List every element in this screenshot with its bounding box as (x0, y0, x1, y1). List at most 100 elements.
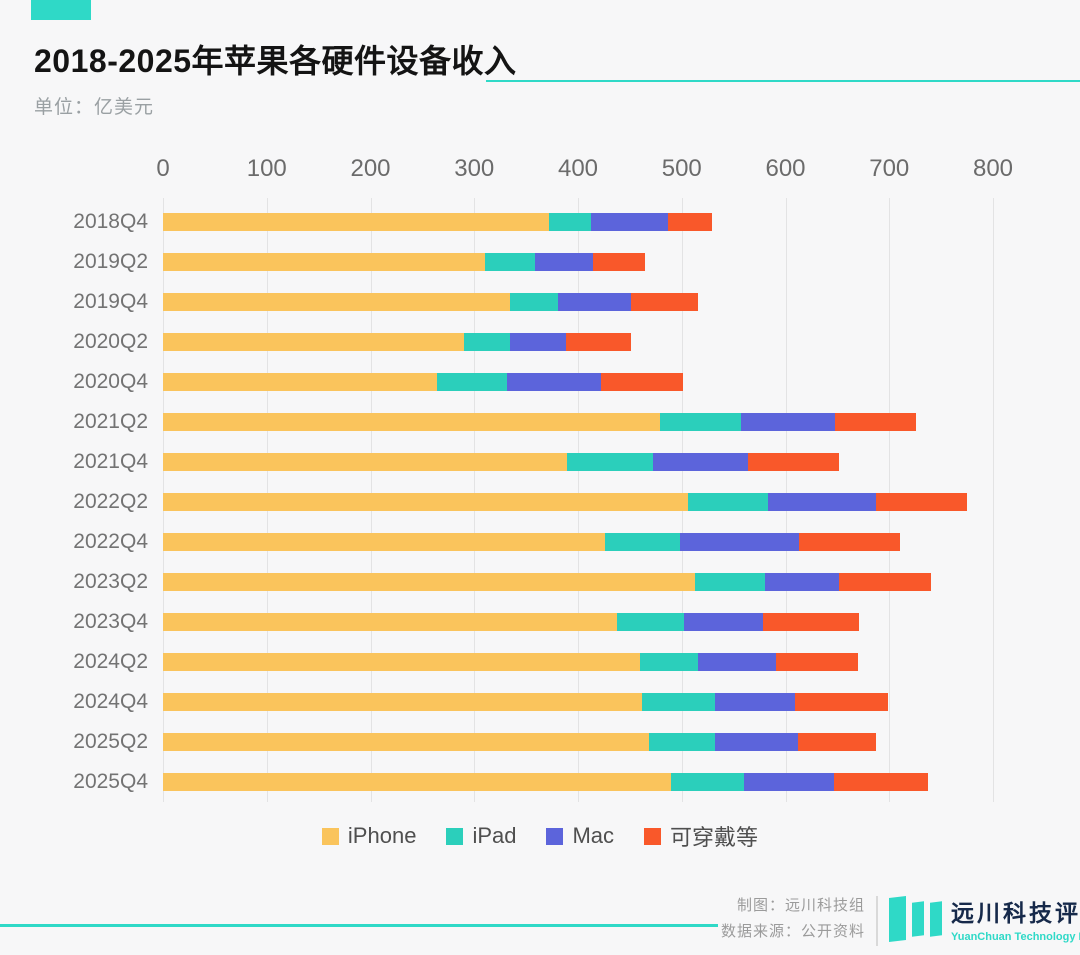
bar-row (163, 613, 860, 631)
category-label: 2025Q2 (73, 730, 148, 753)
bar-segment-可穿戴等 (875, 493, 968, 511)
footer-divider (876, 896, 878, 946)
bar-segment-可穿戴等 (794, 693, 889, 711)
legend-item-iphone: iPhone (321, 823, 417, 849)
bar-row (163, 773, 928, 791)
bar-row (163, 253, 646, 271)
category-label: 2023Q4 (73, 610, 148, 633)
bar-segment-iphone (163, 533, 605, 551)
bar-segment-ipad (642, 693, 715, 711)
category-label: 2019Q2 (73, 250, 148, 273)
bar-segment-ipad (640, 653, 699, 671)
category-label: 2025Q4 (73, 770, 148, 793)
bar-segment-iphone (163, 413, 660, 431)
category-label: 2024Q2 (73, 650, 148, 673)
category-label: 2022Q4 (73, 530, 148, 553)
credit-line-source: 数据来源：公开资料 (720, 923, 865, 940)
bar-segment-ipad (566, 453, 653, 471)
legend-label: iPad (472, 823, 517, 848)
bar-row (163, 533, 900, 551)
x-axis-tick-label: 500 (661, 155, 702, 182)
x-axis-tick-label: 100 (246, 155, 287, 182)
legend-swatch-icon (546, 827, 564, 845)
bar-segment-mac (652, 453, 749, 471)
bar-segment-iphone (163, 733, 649, 751)
bar-segment-ipad (463, 333, 510, 351)
legend-swatch-icon (321, 827, 339, 845)
x-axis-tick-label: 800 (972, 155, 1014, 182)
bar-segment-mac (591, 213, 669, 231)
title-underline (486, 80, 1080, 82)
page-subtitle: 单位：亿美元 (34, 97, 155, 118)
bar-segment-iphone (163, 373, 437, 391)
bar-segment-iphone (163, 573, 696, 591)
logo-title-en: YuanChuan Technology Review (951, 930, 1080, 943)
bar-segment-ipad (648, 733, 715, 751)
legend-label: iPhone (347, 823, 417, 848)
bar-segment-mac (740, 413, 836, 431)
bar-segment-可穿戴等 (748, 453, 840, 471)
bar-segment-mac (714, 693, 795, 711)
logo-bars-icon (889, 892, 945, 944)
bar-segment-可穿戴等 (592, 253, 646, 271)
bar-row (163, 653, 859, 671)
bar-segment-mac (535, 253, 593, 271)
logo-text: 远川科技评论 YuanChuan Technology Review (951, 894, 1080, 943)
bar-row (163, 413, 917, 431)
bar-segment-iphone (163, 613, 618, 631)
legend-label: Mac (572, 823, 615, 848)
bar-segment-ipad (687, 493, 768, 511)
x-axis-tick-label: 700 (869, 155, 910, 182)
legend-item-ipad: iPad (446, 823, 516, 849)
category-label: 2020Q4 (73, 370, 148, 393)
bar-segment-ipad (659, 413, 741, 431)
legend-swatch-icon (644, 827, 662, 845)
bar-segment-mac (767, 493, 876, 511)
bar-segment-ipad (548, 213, 592, 231)
legend-label: 可穿戴等 (670, 825, 759, 850)
bar-segment-mac (507, 373, 601, 391)
legend-swatch-icon (446, 827, 464, 845)
accent-bar (31, 0, 91, 20)
x-axis-tick-label: 400 (557, 155, 599, 182)
credits: 制图：远川科技组 数据来源：公开资料 (615, 893, 865, 945)
bar-row (163, 293, 699, 311)
bar-segment-ipad (695, 573, 765, 591)
bar-segment-iphone (163, 493, 688, 511)
bar-segment-可穿戴等 (835, 413, 917, 431)
bar-segment-iphone (163, 253, 485, 271)
bar-segment-mac (679, 533, 799, 551)
bar-segment-可穿戴等 (565, 333, 631, 351)
gridline (993, 198, 994, 802)
bar-segment-可穿戴等 (839, 573, 931, 591)
bar-segment-ipad (617, 613, 684, 631)
category-label: 2023Q2 (73, 570, 148, 593)
bar-segment-iphone (163, 293, 510, 311)
bar-segment-可穿戴等 (762, 613, 860, 631)
bar-segment-mac (558, 293, 631, 311)
bar-segment-mac (744, 773, 835, 791)
bar-segment-ipad (484, 253, 536, 271)
chart-legend: iPhone iPad Mac 可穿戴等 (0, 820, 1080, 852)
category-label: 2018Q4 (73, 210, 148, 233)
footer-rule (0, 924, 718, 927)
bar-segment-iphone (163, 693, 643, 711)
bar-segment-mac (683, 613, 763, 631)
bar-row (163, 493, 968, 511)
bar-segment-可穿戴等 (776, 653, 859, 671)
category-label: 2022Q2 (73, 490, 148, 513)
bar-row (163, 733, 876, 751)
page-title: 2018-2025年苹果各硬件设备收入 (34, 43, 517, 79)
bar-row (163, 573, 931, 591)
publisher-logo: 远川科技评论 YuanChuan Technology Review (889, 892, 1080, 944)
x-axis-tick-label: 200 (350, 155, 391, 182)
bar-row (163, 333, 631, 351)
bar-segment-ipad (436, 373, 508, 391)
bar-segment-可穿戴等 (668, 213, 712, 231)
x-axis-tick-label: 600 (765, 155, 806, 182)
bar-segment-iphone (163, 653, 641, 671)
legend-item-mac: Mac (546, 823, 614, 849)
logo-bar-icon (930, 901, 942, 937)
